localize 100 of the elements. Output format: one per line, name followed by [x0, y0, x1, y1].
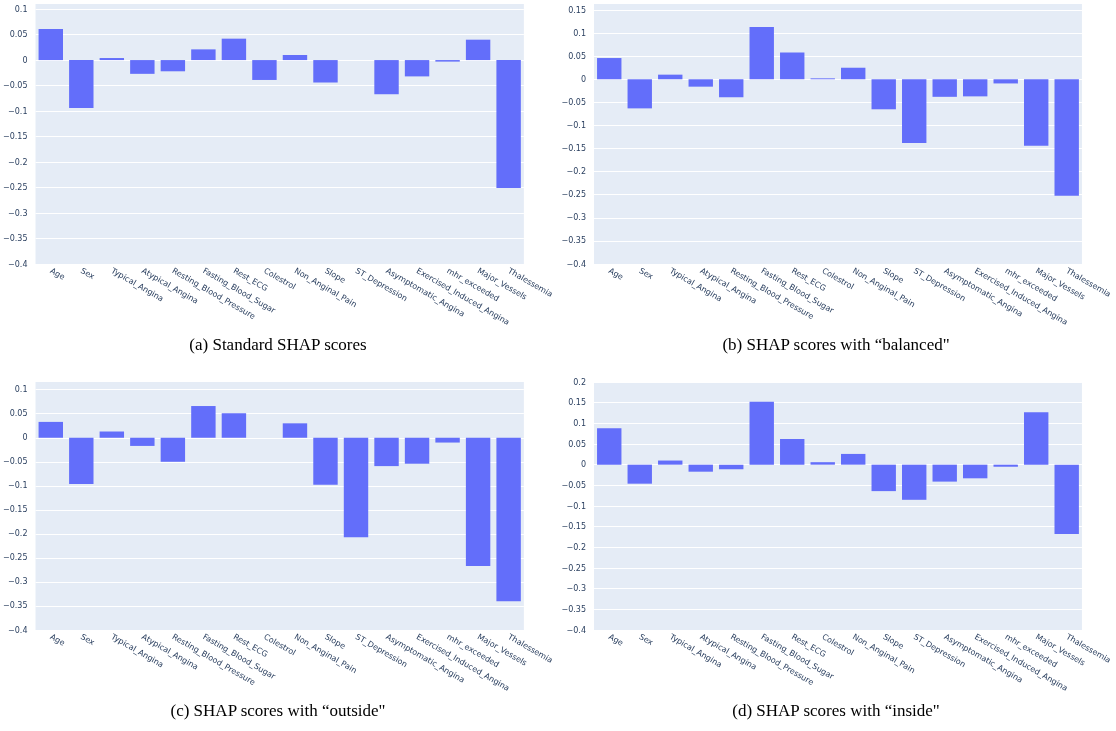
y-tick-label: −0.2: [566, 542, 586, 552]
y-tick-label: 0: [22, 55, 28, 65]
x-tick-label: Age: [607, 632, 625, 648]
y-tick-label: −0.35: [561, 604, 586, 614]
bar: [69, 437, 94, 484]
y-tick-label: −0.25: [3, 553, 28, 563]
y-tick-label: −0.25: [3, 183, 28, 193]
x-tick-label: Sex: [79, 632, 97, 648]
y-tick-label: −0.2: [8, 157, 28, 167]
y-tick-label: −0.15: [3, 132, 28, 142]
y-tick-label: −0.4: [8, 259, 28, 269]
y-tick-label: 0.15: [568, 5, 586, 15]
bar: [435, 437, 460, 443]
y-tick-label: 0.1: [14, 385, 28, 395]
bar: [221, 413, 247, 438]
bar: [871, 464, 896, 492]
bar: [658, 460, 683, 465]
bar: [1054, 464, 1079, 535]
y-tick-label: −0.3: [8, 208, 28, 218]
y-tick-label: −0.1: [8, 481, 28, 491]
bar: [38, 421, 63, 438]
bar: [749, 401, 774, 465]
y-tick-label: −0.05: [3, 81, 28, 91]
bar: [1024, 412, 1049, 465]
bar: [465, 437, 491, 567]
y-tick-label: −0.05: [3, 457, 28, 467]
bar: [496, 60, 521, 189]
bar: [313, 60, 338, 83]
y-tick-label: 0.05: [9, 30, 28, 40]
x-tick-label: Sex: [637, 266, 655, 282]
bar: [932, 79, 957, 97]
bar: [130, 437, 155, 446]
bar: [841, 453, 866, 465]
y-tick-label: −0.3: [566, 584, 586, 594]
bar: [719, 79, 744, 98]
bar: [688, 464, 713, 472]
x-tick-label: Age: [607, 266, 625, 282]
bar: [160, 437, 186, 462]
y-tick-label: 0.2: [573, 377, 586, 387]
bar: [932, 464, 957, 482]
x-tick-label: Age: [48, 632, 67, 648]
bar: [780, 439, 805, 465]
bar: [993, 464, 1018, 467]
bar: [191, 406, 216, 438]
bar: [627, 79, 652, 109]
y-tick-label: −0.35: [3, 601, 28, 611]
y-tick-label: 0.05: [9, 409, 28, 419]
x-tick-label: Sex: [637, 632, 655, 648]
y-tick-label: −0.3: [8, 577, 28, 587]
y-tick-label: −0.2: [566, 167, 586, 177]
bar: [252, 60, 277, 80]
y-tick-label: −0.35: [3, 234, 28, 244]
bar: [749, 27, 774, 80]
bar: [993, 79, 1018, 84]
y-tick-label: 0: [22, 433, 28, 443]
text: (a) Standard SHAP scores: [189, 335, 367, 354]
bar: [1054, 79, 1079, 196]
y-tick-label: −0.1: [566, 501, 586, 511]
text: (c) SHAP scores with “outside": [170, 701, 386, 720]
bar: [902, 464, 927, 500]
bar: [282, 54, 308, 61]
y-tick-label: −0.05: [561, 97, 586, 107]
bar: [465, 39, 491, 61]
bar: [404, 437, 430, 464]
bar: [902, 79, 927, 144]
bar: [313, 437, 338, 485]
y-tick-label: −0.4: [566, 259, 586, 269]
bar: [780, 52, 805, 80]
y-tick-label: 0: [580, 460, 586, 470]
bar: [688, 79, 713, 87]
y-tick-label: 0.1: [14, 4, 28, 14]
bar: [69, 60, 94, 108]
bar: [627, 464, 652, 484]
bar: [404, 60, 430, 77]
bar: [99, 431, 125, 438]
text: (d) SHAP scores with “inside": [732, 701, 940, 720]
y-tick-label: 0.05: [568, 51, 586, 61]
bar: [810, 462, 835, 465]
y-tick-label: −0.15: [3, 505, 28, 515]
y-tick-label: −0.2: [8, 529, 28, 539]
bar: [343, 437, 369, 538]
y-tick-label: −0.35: [561, 236, 586, 246]
bar: [963, 464, 988, 479]
y-tick-label: 0: [580, 74, 586, 84]
bar: [1024, 79, 1049, 146]
y-tick-label: −0.15: [561, 144, 586, 154]
bar: [963, 79, 988, 97]
y-tick-label: 0.15: [568, 398, 586, 408]
bar: [99, 58, 125, 61]
x-tick-label: Sex: [79, 266, 97, 282]
bar: [130, 60, 155, 74]
bar: [374, 437, 399, 467]
text: (b) SHAP scores with “balanced": [722, 335, 950, 354]
y-tick-label: −0.1: [8, 106, 28, 116]
y-tick-label: 0.05: [568, 439, 586, 449]
bar: [597, 428, 622, 465]
y-tick-label: −0.25: [561, 563, 586, 573]
y-tick-label: −0.3: [566, 213, 586, 223]
bar: [160, 60, 186, 72]
bar: [191, 49, 216, 61]
